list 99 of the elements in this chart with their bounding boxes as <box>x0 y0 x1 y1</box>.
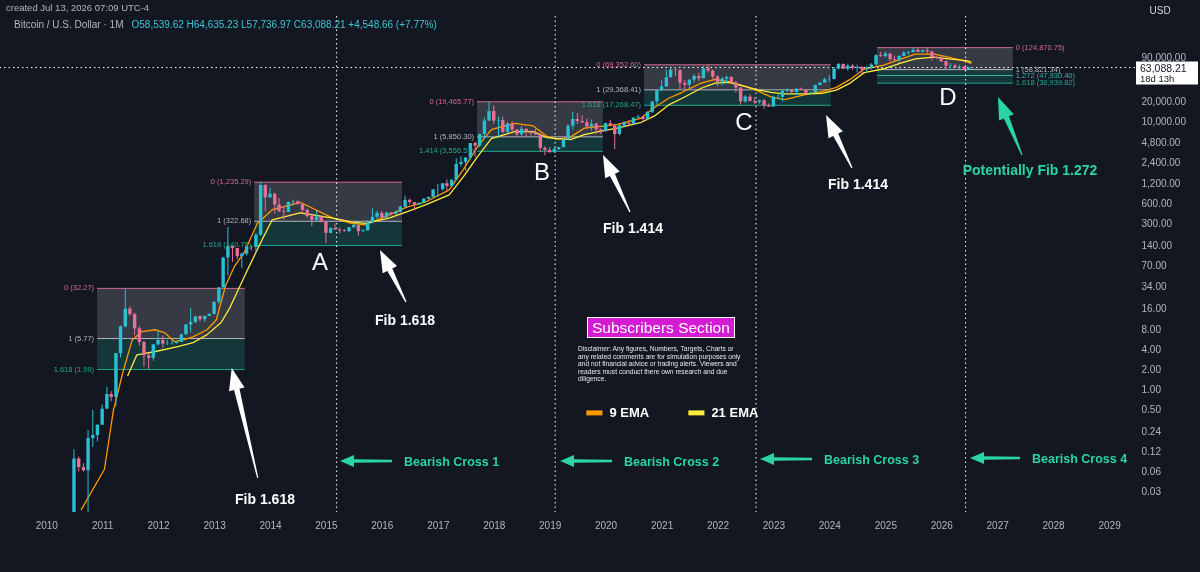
candlestick <box>953 63 957 69</box>
candlestick <box>897 54 901 64</box>
x-tick-label: 2021 <box>650 519 674 531</box>
x-tick-label: 2011 <box>91 519 114 531</box>
candlestick <box>333 222 337 231</box>
ref-line-label: 63,088.21 <box>1140 61 1187 74</box>
x-tick-label: 2026 <box>930 519 954 531</box>
x-tick-label: 2015 <box>315 519 338 531</box>
y-tick-label: 4,800.00 <box>1141 137 1181 149</box>
candlestick <box>105 386 109 410</box>
y-tick-label: 1,200.00 <box>1141 177 1181 189</box>
legend-label: 9 EMA <box>609 404 650 420</box>
candlestick <box>91 409 95 448</box>
text: created Jul 13, 2026 07:09 UTC-4 <box>6 2 150 14</box>
candlestick <box>454 157 458 181</box>
x-tick-label: 2010 <box>35 519 59 531</box>
candlestick <box>128 305 132 317</box>
x-tick-label: 2017 <box>427 519 450 531</box>
candlestick <box>692 73 696 84</box>
y-tick-label: 4.00 <box>1141 343 1162 355</box>
candlestick <box>496 115 501 138</box>
candlestick <box>291 199 295 207</box>
candlestick <box>627 119 631 126</box>
y-tick-label: 10,000.00 <box>1141 115 1187 127</box>
x-tick-label: 2018 <box>483 519 506 531</box>
annotation: Bearish Cross 1 <box>404 454 500 469</box>
y-tick-label: 8.00 <box>1141 323 1162 335</box>
candlestick <box>585 118 589 130</box>
chart-subtitle: O58,539.62 H64,635.23 L57,736.97 C63,088.21 +4,548.66 (+7.77%) <box>131 19 437 30</box>
annotation: Bearish Cross 2 <box>624 454 720 469</box>
candlestick <box>529 129 533 137</box>
x-tick-label: 2022 <box>706 519 730 531</box>
candlestick <box>277 197 281 213</box>
y-tick-label: 0.50 <box>1141 404 1162 416</box>
annotation: Bearish Cross 4 <box>1032 451 1128 466</box>
y-tick-label: 300.00 <box>1141 217 1173 229</box>
x-tick-label: 2012 <box>147 519 171 531</box>
candlestick <box>445 179 449 193</box>
annotation: C <box>735 108 753 135</box>
x-tick-label: 2020 <box>594 519 618 531</box>
candlestick <box>459 155 463 168</box>
candlestick <box>906 50 911 56</box>
candlestick <box>254 232 258 254</box>
candlestick <box>911 47 915 54</box>
x-tick-label: 2016 <box>371 519 394 531</box>
annotation: Bearish Cross 3 <box>824 452 920 467</box>
y-tick-label: 0.24 <box>1141 425 1162 437</box>
chart-title: Bitcoin / U.S. Dollar · 1M <box>14 19 124 30</box>
candlestick <box>473 141 477 158</box>
annotation: Subscribers Section <box>587 317 735 339</box>
annotation: Fib 1.618 <box>375 312 435 328</box>
candlestick <box>142 340 146 368</box>
x-tick-label: 2028 <box>1042 519 1066 531</box>
candlestick <box>268 187 272 198</box>
candlestick <box>137 325 142 347</box>
x-tick-label: 2027 <box>986 519 1010 531</box>
candlestick <box>156 330 160 346</box>
y-tick-label: 0.12 <box>1141 445 1162 457</box>
y-tick-label: 1.00 <box>1141 384 1162 396</box>
x-tick-label: 2029 <box>1098 519 1122 531</box>
x-tick-label: 2013 <box>203 519 227 531</box>
candlestick <box>678 68 682 90</box>
annotation: A <box>311 248 329 275</box>
candlestick <box>860 65 864 76</box>
candlestick <box>734 80 738 94</box>
y-axis-title: USD <box>1149 4 1171 16</box>
candlestick <box>641 115 645 123</box>
x-tick-label: 2025 <box>874 519 898 531</box>
y-tick-label: 0.06 <box>1141 466 1162 478</box>
x-tick-label: 2019 <box>539 519 562 531</box>
candlestick <box>282 206 286 221</box>
x-tick-label: 2024 <box>818 519 842 531</box>
candlestick <box>543 145 547 156</box>
annotation: B <box>533 158 551 185</box>
y-tick-label: 0.03 <box>1141 486 1162 498</box>
x-tick-label: 2014 <box>259 519 283 531</box>
y-tick-label: 140.00 <box>1141 240 1173 252</box>
annotation: Fib 1.414 <box>603 220 663 236</box>
y-tick-label: 2,400.00 <box>1141 157 1181 169</box>
candlestick <box>571 111 575 131</box>
x-tick-label: 2023 <box>762 519 786 531</box>
candlestick <box>492 104 496 125</box>
y-tick-label: 90,000.00 <box>1141 51 1187 63</box>
legend-label: 21 EMA <box>711 404 759 420</box>
y-tick-label: 16.00 <box>1141 303 1167 315</box>
candlestick <box>748 93 752 103</box>
annotation: D <box>939 83 957 110</box>
candlestick <box>100 404 104 426</box>
annotation: Potentially Fib 1.272 <box>962 162 1098 178</box>
text: 18d 13h <box>1140 72 1175 84</box>
y-tick-label: 600.00 <box>1141 197 1173 209</box>
candlestick <box>375 210 379 220</box>
annotation: Fib 1.618 <box>235 491 295 507</box>
candlestick <box>198 314 202 322</box>
y-tick-label: 70.00 <box>1141 260 1167 272</box>
y-tick-label: 34.00 <box>1141 281 1167 293</box>
annotation: Fib 1.414 <box>828 176 888 192</box>
y-tick-label: 20,000.00 <box>1141 95 1187 107</box>
y-tick-label: 2.00 <box>1141 363 1162 375</box>
